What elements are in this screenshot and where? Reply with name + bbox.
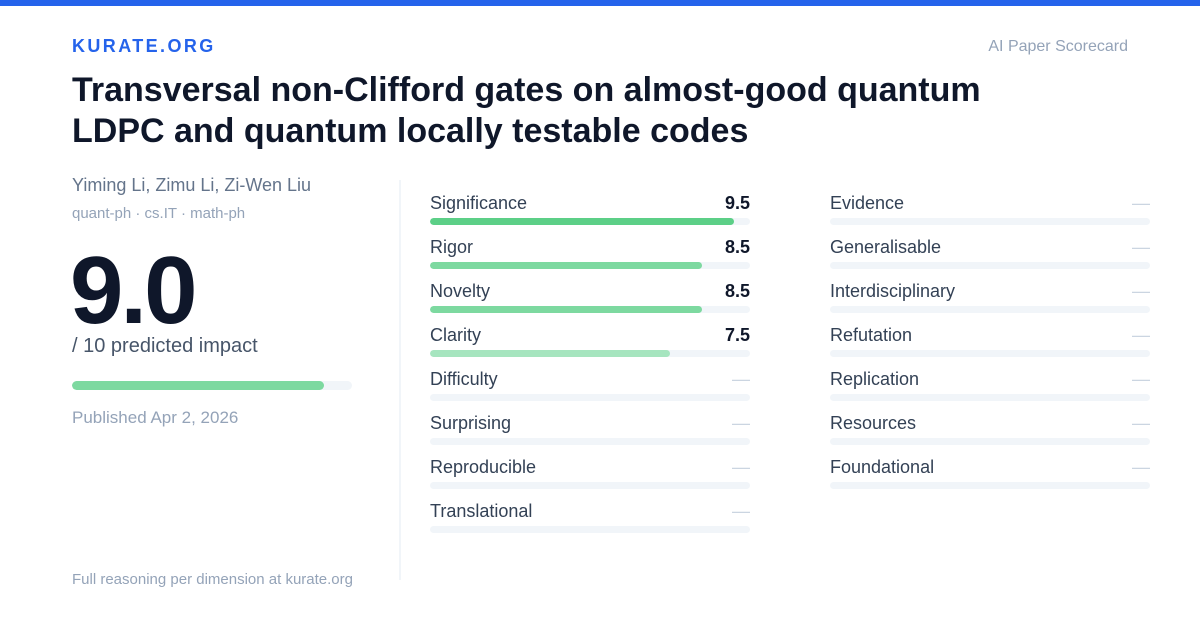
metric-value: 7.5	[724, 325, 750, 345]
metric-value: 8.5	[724, 237, 750, 257]
metric-bar-track	[430, 438, 750, 445]
metric-label: Reproducible	[430, 457, 537, 477]
metric-value: —	[732, 501, 750, 521]
dimensions-column-left: Significance 9.5 Rigor 8.5 Novelty 8.5 Clarity…	[430, 193, 750, 545]
metric-value: —	[1132, 369, 1150, 389]
metric-foundational: Foundational —	[830, 457, 1150, 501]
metric-bar-fill	[430, 306, 702, 313]
metric-value: —	[732, 369, 750, 389]
metric-value: —	[1132, 281, 1150, 301]
metric-label: Difficulty	[430, 369, 498, 389]
metric-refutation: Refutation —	[830, 325, 1150, 369]
metric-novelty: Novelty 8.5	[430, 281, 750, 325]
impact-score-label: / 10 predicted impact	[72, 335, 258, 357]
paper-title: Transversal non-Clifford gates on almost…	[72, 71, 981, 150]
metric-generalisable: Generalisable —	[830, 237, 1150, 281]
metric-resources: Resources —	[830, 413, 1150, 457]
metric-value: —	[1132, 193, 1150, 213]
metric-rigor: Rigor 8.5	[430, 237, 750, 281]
metric-label: Surprising	[430, 413, 512, 433]
metric-label: Resources	[830, 413, 917, 433]
metric-bar-track	[430, 482, 750, 489]
metric-evidence: Evidence —	[830, 193, 1150, 237]
metric-bar-track	[830, 218, 1150, 225]
metric-value: —	[732, 457, 750, 477]
footer-reasoning-link[interactable]: Full reasoning per dimension at kurate.o…	[72, 571, 353, 588]
metric-value: —	[1132, 325, 1150, 345]
metric-bar-track	[830, 482, 1150, 489]
metric-label: Significance	[430, 193, 528, 213]
metric-bar-track	[830, 350, 1150, 357]
metric-value: —	[732, 413, 750, 433]
metric-value: —	[1132, 237, 1150, 257]
metric-label: Generalisable	[830, 237, 942, 257]
metric-difficulty: Difficulty —	[430, 369, 750, 413]
metric-bar-fill	[430, 350, 670, 357]
paper-authors: Yiming Li, Zimu Li, Zi-Wen Liu	[72, 175, 312, 195]
metric-bar-track	[430, 526, 750, 533]
metric-bar-track	[430, 350, 750, 357]
metric-bar-track	[830, 262, 1150, 269]
metric-surprising: Surprising —	[430, 413, 750, 457]
metric-significance: Significance 9.5	[430, 193, 750, 237]
impact-score: 9.0	[70, 237, 197, 344]
metric-bar-track	[430, 218, 750, 225]
metric-bar-fill	[430, 262, 702, 269]
metric-interdisciplinary: Interdisciplinary —	[830, 281, 1150, 325]
metric-label: Evidence	[830, 193, 905, 213]
metric-value: —	[1132, 457, 1150, 477]
metric-value: 9.5	[724, 193, 750, 213]
metric-bar-track	[830, 394, 1150, 401]
metric-value: 8.5	[724, 281, 750, 301]
metric-label: Rigor	[430, 237, 474, 257]
metric-label: Foundational	[830, 457, 935, 477]
column-divider	[399, 180, 401, 580]
metric-bar-fill	[430, 218, 734, 225]
metric-replication: Replication —	[830, 369, 1150, 413]
metric-clarity: Clarity 7.5	[430, 325, 750, 369]
metric-label: Interdisciplinary	[830, 281, 956, 301]
metric-bar-track	[430, 394, 750, 401]
paper-categories: quant-ph · cs.IT · math-ph	[72, 205, 246, 222]
metric-bar-track	[430, 262, 750, 269]
metric-label: Replication	[830, 369, 920, 389]
impact-progress-track	[72, 381, 352, 390]
impact-progress-fill	[72, 381, 324, 390]
metric-label: Clarity	[430, 325, 482, 345]
metric-value: —	[1132, 413, 1150, 433]
metric-reproducible: Reproducible —	[430, 457, 750, 501]
metric-label: Novelty	[430, 281, 491, 301]
metric-bar-track	[830, 438, 1150, 445]
scorecard-tagline: AI Paper Scorecard	[988, 38, 1128, 55]
metric-label: Refutation	[830, 325, 913, 345]
published-date: Published Apr 2, 2026	[72, 408, 239, 427]
metric-label: Translational	[430, 501, 533, 521]
metric-bar-track	[830, 306, 1150, 313]
top-accent-bar	[0, 0, 1200, 6]
metric-translational: Translational —	[430, 501, 750, 545]
metric-bar-track	[430, 306, 750, 313]
brand-logo[interactable]: KURATE.ORG	[72, 36, 216, 56]
dimensions-column-right: Evidence — Generalisable — Interdisciplinary…	[830, 193, 1150, 501]
